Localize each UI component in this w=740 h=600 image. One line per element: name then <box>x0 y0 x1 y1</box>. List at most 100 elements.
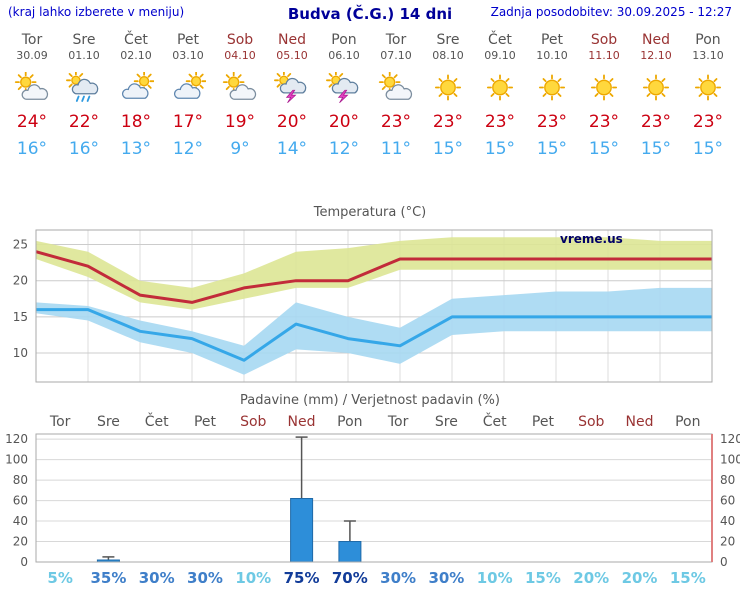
day-high-temp: 23° <box>536 112 568 132</box>
watermark-text: vreme.us <box>560 232 623 246</box>
precip-day-labels: Tor Sre Čet Pet Sob Ned Pon Tor Sre Čet Pet Sob Ned P… <box>36 414 712 430</box>
partly-cloudy-icon <box>214 71 266 104</box>
sunny-icon <box>526 71 578 104</box>
precip-probability: 30% <box>428 569 465 587</box>
precip-day-label: Čet <box>144 414 169 430</box>
location-menu-hint: (kraj lahko izberete v meniju) <box>8 5 185 19</box>
day-low-temp: 9° <box>230 139 250 159</box>
precip-day-label: Pet <box>531 414 554 430</box>
day-date: 03.10 <box>172 49 204 62</box>
day-high-temp: 23° <box>484 112 516 132</box>
day-low-temp: 11° <box>380 139 412 159</box>
svg-text:0: 0 <box>20 555 28 566</box>
precip-probability: 10% <box>235 569 272 587</box>
day-high-temp: 23° <box>432 112 464 132</box>
day-date: 06.10 <box>328 49 360 62</box>
forecast-day: Čet 02.10 18° 13° <box>110 32 162 159</box>
precip-probability: 15% <box>669 569 706 587</box>
svg-text:60: 60 <box>720 494 735 508</box>
precipitation-chart: 0 0 20 20 40 40 60 60 80 80 100 100 120 120 <box>5 432 740 566</box>
partly-cloudy-icon <box>6 71 58 104</box>
precip-probability: 35% <box>90 569 127 587</box>
day-date: 09.10 <box>484 49 516 62</box>
day-high-temp: 24° <box>16 112 48 132</box>
svg-text:120: 120 <box>720 432 740 446</box>
precip-probability: 20% <box>573 569 610 587</box>
forecast-day: Pet 10.10 23° 15° <box>526 32 578 159</box>
precip-day-label: Pon <box>675 414 701 430</box>
forecast-day: Čet 09.10 23° 15° <box>474 32 526 159</box>
day-name: Pet <box>540 32 564 48</box>
day-high-temp: 23° <box>380 112 412 132</box>
precip-probability: 20% <box>621 569 658 587</box>
day-date: 05.10 <box>276 49 308 62</box>
day-name: Tor <box>21 32 43 48</box>
svg-text:20: 20 <box>13 274 28 288</box>
day-date: 07.10 <box>380 49 412 62</box>
forecast-day: Pon 13.10 23° 15° <box>682 32 734 159</box>
day-low-temp: 15° <box>536 139 568 159</box>
day-name: Ned <box>278 32 306 48</box>
day-name: Sre <box>72 32 96 48</box>
day-date: 30.09 <box>16 49 48 62</box>
forecast-strip: Tor 30.09 24° 16° Sre 01.10 22° 16° Čet … <box>0 32 740 159</box>
day-high-temp: 20° <box>328 112 360 132</box>
forecast-day: Ned 12.10 23° 15° <box>630 32 682 159</box>
day-low-temp: 15° <box>588 139 620 159</box>
day-name: Pon <box>331 32 357 48</box>
day-high-temp: 22° <box>68 112 100 132</box>
svg-text:25: 25 <box>13 238 28 252</box>
day-date: 13.10 <box>692 49 724 62</box>
svg-text:40: 40 <box>13 514 28 528</box>
forecast-day: Ned 05.10 20° 14° <box>266 32 318 159</box>
precip-day-label: Ned <box>625 414 654 430</box>
mostly-cloudy-icon <box>162 71 214 104</box>
last-updated: Zadnja posodobitev: 30.09.2025 - 12:27 <box>490 5 732 19</box>
svg-text:20: 20 <box>720 535 735 549</box>
precip-day-label: Ned <box>287 414 316 430</box>
day-name: Pon <box>695 32 721 48</box>
precip-probability: 10% <box>476 569 513 587</box>
forecast-day: Pet 03.10 17° 12° <box>162 32 214 159</box>
day-low-temp: 12° <box>328 139 360 159</box>
precip-day-label: Čet <box>482 414 507 430</box>
precip-probability: 30% <box>187 569 223 587</box>
day-name: Sob <box>590 32 618 48</box>
precip-probability: 75% <box>283 569 320 587</box>
thunderstorm-icon <box>266 71 318 104</box>
day-name: Ned <box>642 32 670 48</box>
precipitation-chart-title: Padavine (mm) / Verjetnost padavin (%) <box>240 393 500 408</box>
svg-text:40: 40 <box>720 514 735 528</box>
thunderstorm-icon <box>318 71 370 104</box>
day-high-temp: 23° <box>640 112 672 132</box>
day-low-temp: 14° <box>276 139 308 159</box>
precip-day-label: Pet <box>193 414 216 430</box>
precip-probability-labels: 5% 35% 30% 30% 10% 75% 70% 30% 30% 10% 15% 20% 20% 15… <box>36 569 712 587</box>
precip-day-label: Pon <box>337 414 363 430</box>
day-name: Pet <box>176 32 200 48</box>
mostly-cloudy-icon <box>110 71 162 104</box>
svg-text:80: 80 <box>13 473 28 487</box>
weather-forecast-page: (kraj lahko izberete v meniju) Budva (Č.… <box>0 5 740 587</box>
day-date: 08.10 <box>432 49 464 62</box>
sunny-icon <box>474 71 526 104</box>
day-low-temp: 16° <box>16 139 48 159</box>
forecast-day: Sob 04.10 19° 9° <box>214 32 266 159</box>
day-date: 01.10 <box>68 49 100 62</box>
day-name: Tor <box>385 32 407 48</box>
day-low-temp: 15° <box>432 139 464 159</box>
forecast-day: Sre 08.10 23° 15° <box>422 32 474 159</box>
sunny-icon <box>422 71 474 104</box>
sunny-icon <box>682 71 734 104</box>
day-low-temp: 12° <box>172 139 204 159</box>
precip-day-label: Sob <box>240 414 267 430</box>
forecast-day: Pon 06.10 20° 12° <box>318 32 370 159</box>
day-date: 10.10 <box>536 49 568 62</box>
day-high-temp: 23° <box>692 112 724 132</box>
precip-probability: 5% <box>47 569 73 587</box>
precip-day-label: Tor <box>387 414 409 430</box>
precip-probability: 15% <box>525 569 561 587</box>
page-title: Budva (Č.G.) 14 dni <box>287 5 453 23</box>
sunny-icon <box>630 71 682 104</box>
svg-text:60: 60 <box>13 494 28 508</box>
